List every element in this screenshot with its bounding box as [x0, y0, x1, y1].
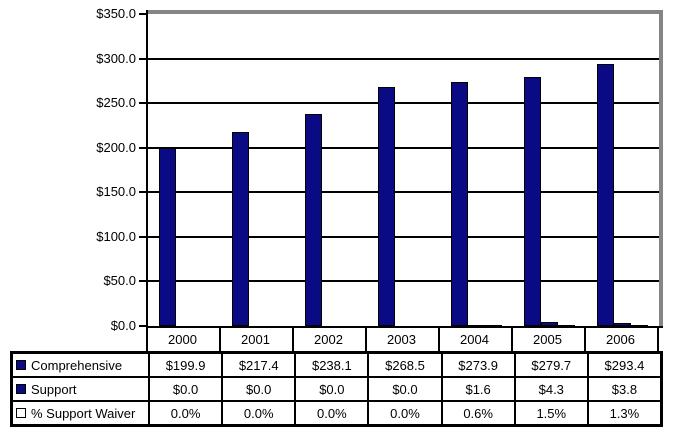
bar-comprehensive — [451, 82, 468, 326]
category-separator — [146, 326, 148, 351]
series-label-support: Support — [13, 378, 148, 400]
y-axis-tick — [139, 147, 146, 149]
category-separator — [657, 326, 659, 351]
bar-comprehensive — [232, 132, 249, 326]
y-axis-tick-label: $150.0 — [96, 184, 136, 199]
plot-right-border — [659, 10, 663, 328]
chart-data-table: Comprehensive $199.9 $217.4 $238.1 $268.5 $27… — [10, 351, 663, 427]
table-value-cell: $293.4 — [588, 354, 660, 376]
y-axis-line — [146, 10, 148, 328]
table-value-cell: $279.7 — [515, 354, 587, 376]
table-value-cell: $3.8 — [588, 378, 660, 400]
table-value-cell: $217.4 — [223, 354, 295, 376]
table-value-cell: 0.0% — [223, 402, 295, 424]
x-axis-line — [146, 326, 663, 328]
y-axis-tick-label: $0.0 — [110, 318, 136, 333]
legend-key-icon — [16, 408, 26, 418]
gridline — [148, 58, 659, 60]
table-value-cell: 0.6% — [442, 402, 514, 424]
category-separator — [511, 326, 513, 351]
table-value-cell: 0.0% — [150, 402, 222, 424]
x-axis-category-label: 2006 — [606, 332, 635, 347]
y-axis-tick — [139, 102, 146, 104]
table-value-cell: 0.0% — [296, 402, 368, 424]
bar-comprehensive — [305, 114, 322, 326]
table-value-cell: $199.9 — [150, 354, 222, 376]
table-value-cell: $238.1 — [296, 354, 368, 376]
x-axis-category-label: 2000 — [168, 332, 197, 347]
y-axis-tick — [139, 280, 146, 282]
x-axis-category-label: 2002 — [314, 332, 343, 347]
table-value-cell: $4.3 — [515, 378, 587, 400]
category-separator — [584, 326, 586, 351]
y-axis-tick-label: $300.0 — [96, 51, 136, 66]
category-separator — [292, 326, 294, 351]
legend-key-icon — [16, 360, 26, 370]
y-axis-tick — [139, 58, 146, 60]
table-value-cell: $0.0 — [369, 378, 441, 400]
legend-key-icon — [16, 384, 26, 394]
gridline — [148, 236, 659, 238]
category-separator — [219, 326, 221, 351]
bar-comprehensive — [597, 64, 614, 326]
bar-support — [468, 325, 485, 327]
series-label-comprehensive: Comprehensive — [13, 354, 148, 376]
series-label-support-waiver: % Support Waiver — [13, 402, 148, 424]
series-label-text: % Support Waiver — [31, 405, 136, 421]
series-label-text: Support — [31, 381, 77, 397]
bar-support-waiver — [485, 325, 502, 327]
table-value-cell: 1.5% — [515, 402, 587, 424]
table-value-cell: 0.0% — [369, 402, 441, 424]
category-separator — [438, 326, 440, 351]
series-label-text: Comprehensive — [31, 357, 123, 373]
y-axis-tick-label: $50.0 — [103, 273, 136, 288]
gridline — [148, 191, 659, 193]
y-axis-tick — [139, 191, 146, 193]
table-value-cell: $273.9 — [442, 354, 514, 376]
bar-comprehensive — [159, 148, 176, 326]
y-axis-tick-label: $350.0 — [96, 6, 136, 21]
bar-comprehensive — [524, 77, 541, 326]
y-axis-tick-label: $250.0 — [96, 95, 136, 110]
table-value-cell: $0.0 — [150, 378, 222, 400]
gridline — [148, 280, 659, 282]
x-axis-category-label: 2001 — [241, 332, 270, 347]
bar-support-waiver — [558, 325, 575, 327]
y-axis-tick — [139, 13, 146, 15]
table-value-cell: 1.3% — [588, 402, 660, 424]
bar-support — [541, 322, 558, 326]
y-axis-tick-label: $100.0 — [96, 229, 136, 244]
bar-support — [614, 323, 631, 326]
x-axis-category-label: 2005 — [533, 332, 562, 347]
table-value-cell: $268.5 — [369, 354, 441, 376]
category-separator — [365, 326, 367, 351]
table-value-cell: $0.0 — [223, 378, 295, 400]
gridline — [148, 147, 659, 149]
x-axis-category-label: 2003 — [387, 332, 416, 347]
table-value-cell: $0.0 — [296, 378, 368, 400]
plot-top-border — [146, 10, 663, 14]
bar-comprehensive — [378, 87, 395, 326]
gridline — [148, 102, 659, 104]
y-axis-tick-label: $200.0 — [96, 140, 136, 155]
table-value-cell: $1.6 — [442, 378, 514, 400]
y-axis-tick — [139, 325, 146, 327]
x-axis-category-label: 2004 — [460, 332, 489, 347]
y-axis-tick — [139, 236, 146, 238]
bar-support-waiver — [631, 325, 648, 327]
